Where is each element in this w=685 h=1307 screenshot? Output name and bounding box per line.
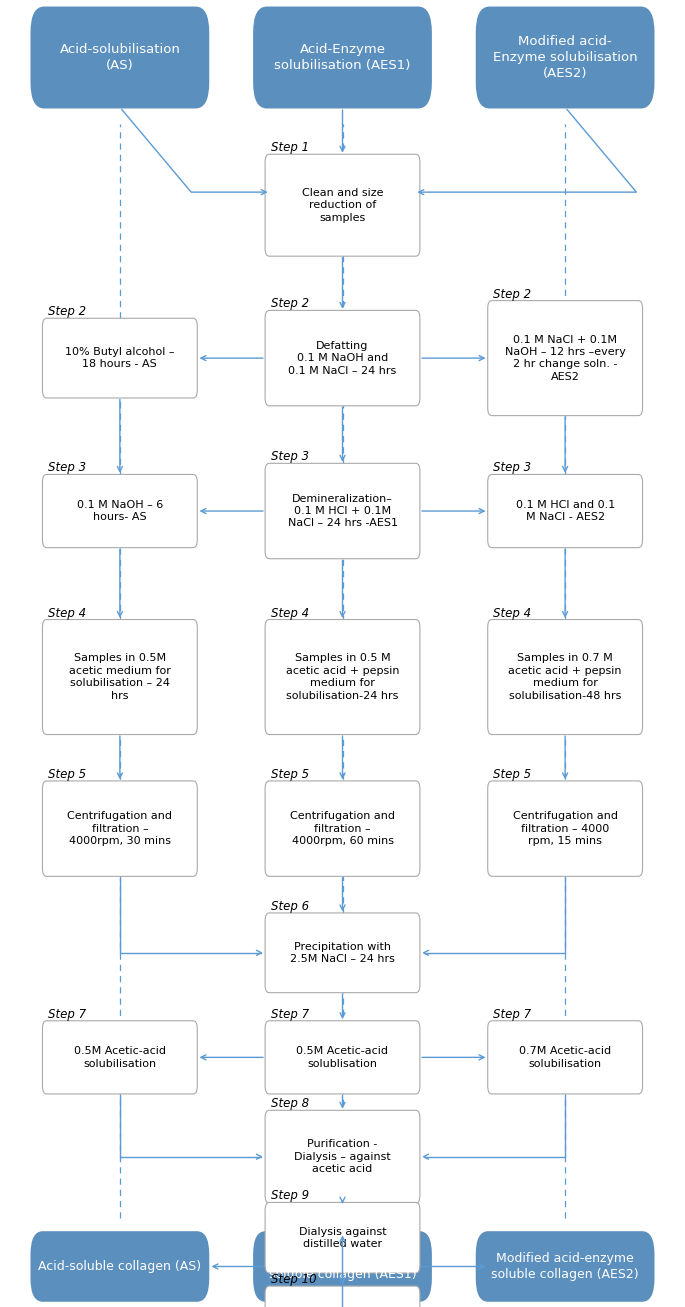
FancyBboxPatch shape xyxy=(265,912,420,993)
Text: Acid-enzyme
soluble collagen (AES1): Acid-enzyme soluble collagen (AES1) xyxy=(269,1252,416,1281)
FancyBboxPatch shape xyxy=(265,1202,420,1273)
Text: Centrifugation and
filtration – 4000
rpm, 15 mins: Centrifugation and filtration – 4000 rpm… xyxy=(512,812,618,846)
Text: Centrifugation and
filtration –
4000rpm, 60 mins: Centrifugation and filtration – 4000rpm,… xyxy=(290,812,395,846)
Text: Clean and size
reduction of
samples: Clean and size reduction of samples xyxy=(302,188,383,222)
Text: Step 6: Step 6 xyxy=(271,901,309,912)
FancyBboxPatch shape xyxy=(488,620,643,735)
Text: Step 8: Step 8 xyxy=(271,1098,309,1110)
FancyBboxPatch shape xyxy=(42,782,197,877)
Text: Purification -
Dialysis – against
acetic acid: Purification - Dialysis – against acetic… xyxy=(294,1140,391,1174)
Text: Step 5: Step 5 xyxy=(493,769,532,782)
Text: Step 7: Step 7 xyxy=(271,1008,309,1021)
FancyBboxPatch shape xyxy=(265,311,420,405)
Text: Step 7: Step 7 xyxy=(48,1008,86,1021)
Text: Step 5: Step 5 xyxy=(48,769,86,782)
Text: 0.1 M NaCl + 0.1M
NaOH – 12 hrs –every
2 hr change soln. -
AES2: 0.1 M NaCl + 0.1M NaOH – 12 hrs –every 2… xyxy=(505,335,625,382)
Text: 10% Butyl alcohol –
18 hours - AS: 10% Butyl alcohol – 18 hours - AS xyxy=(65,346,175,370)
Text: Step 3: Step 3 xyxy=(48,461,86,474)
Text: Step 2: Step 2 xyxy=(271,298,309,311)
Text: Centrifugation and
filtration –
4000rpm, 30 mins: Centrifugation and filtration – 4000rpm,… xyxy=(67,812,173,846)
FancyBboxPatch shape xyxy=(42,319,197,397)
Text: Acid-soluble collagen (AS): Acid-soluble collagen (AS) xyxy=(38,1260,201,1273)
FancyBboxPatch shape xyxy=(265,620,420,735)
FancyBboxPatch shape xyxy=(488,782,643,877)
Text: Step 3: Step 3 xyxy=(271,451,309,464)
Text: Step 2: Step 2 xyxy=(48,306,86,319)
Text: Step 4: Step 4 xyxy=(271,606,309,620)
FancyBboxPatch shape xyxy=(265,154,420,256)
Text: Precipitation with
2.5M NaCl – 24 hrs: Precipitation with 2.5M NaCl – 24 hrs xyxy=(290,941,395,965)
Text: 0.5M Acetic-acid
solublisation: 0.5M Acetic-acid solublisation xyxy=(297,1046,388,1069)
Text: Demineralization–
0.1 M HCl + 0.1M
NaCl – 24 hrs -AES1: Demineralization– 0.1 M HCl + 0.1M NaCl … xyxy=(288,494,397,528)
FancyBboxPatch shape xyxy=(265,1021,420,1094)
FancyBboxPatch shape xyxy=(30,7,209,108)
Text: Modified acid-
Enzyme solubilisation
(AES2): Modified acid- Enzyme solubilisation (AE… xyxy=(493,35,638,80)
FancyBboxPatch shape xyxy=(42,620,197,735)
FancyBboxPatch shape xyxy=(475,1231,655,1302)
FancyBboxPatch shape xyxy=(475,7,655,108)
Text: 0.7M Acetic-acid
solubilisation: 0.7M Acetic-acid solubilisation xyxy=(519,1046,611,1069)
Text: Step 3: Step 3 xyxy=(493,461,532,474)
FancyBboxPatch shape xyxy=(265,1110,420,1202)
FancyBboxPatch shape xyxy=(488,474,643,548)
Text: Acid-solubilisation
(AS): Acid-solubilisation (AS) xyxy=(60,43,180,72)
FancyBboxPatch shape xyxy=(30,1231,209,1302)
Text: Step 2: Step 2 xyxy=(493,288,532,301)
Text: Step 9: Step 9 xyxy=(271,1189,309,1202)
FancyBboxPatch shape xyxy=(265,782,420,877)
FancyBboxPatch shape xyxy=(488,301,643,416)
Text: 0.5M Acetic-acid
solubilisation: 0.5M Acetic-acid solubilisation xyxy=(74,1046,166,1069)
FancyBboxPatch shape xyxy=(265,1286,420,1307)
FancyBboxPatch shape xyxy=(253,1231,432,1302)
FancyBboxPatch shape xyxy=(488,1021,643,1094)
Text: Defatting
0.1 M NaOH and
0.1 M NaCl – 24 hrs: Defatting 0.1 M NaOH and 0.1 M NaCl – 24… xyxy=(288,341,397,375)
Text: Samples in 0.5M
acetic medium for
solubilisation – 24
hrs: Samples in 0.5M acetic medium for solubi… xyxy=(69,654,171,701)
Text: 0.1 M NaOH – 6
hours- AS: 0.1 M NaOH – 6 hours- AS xyxy=(77,499,163,523)
Text: Acid-Enzyme
solubilisation (AES1): Acid-Enzyme solubilisation (AES1) xyxy=(274,43,411,72)
Text: Step 4: Step 4 xyxy=(48,606,86,620)
Text: 0.1 M HCl and 0.1
M NaCl - AES2: 0.1 M HCl and 0.1 M NaCl - AES2 xyxy=(516,499,614,523)
FancyBboxPatch shape xyxy=(253,7,432,108)
FancyBboxPatch shape xyxy=(265,464,420,559)
FancyBboxPatch shape xyxy=(42,1021,197,1094)
Text: Step 5: Step 5 xyxy=(271,769,309,782)
Text: Samples in 0.7 M
acetic acid + pepsin
medium for
solubilisation-48 hrs: Samples in 0.7 M acetic acid + pepsin me… xyxy=(508,654,622,701)
Text: Step 10: Step 10 xyxy=(271,1273,316,1286)
Text: Modified acid-enzyme
soluble collagen (AES2): Modified acid-enzyme soluble collagen (A… xyxy=(491,1252,639,1281)
Text: Dialysis against
distilled water: Dialysis against distilled water xyxy=(299,1226,386,1249)
Text: Step 1: Step 1 xyxy=(271,141,309,154)
Text: Samples in 0.5 M
acetic acid + pepsin
medium for
solubilisation-24 hrs: Samples in 0.5 M acetic acid + pepsin me… xyxy=(286,654,399,701)
Text: Step 7: Step 7 xyxy=(493,1008,532,1021)
FancyBboxPatch shape xyxy=(42,474,197,548)
Text: Step 4: Step 4 xyxy=(493,606,532,620)
